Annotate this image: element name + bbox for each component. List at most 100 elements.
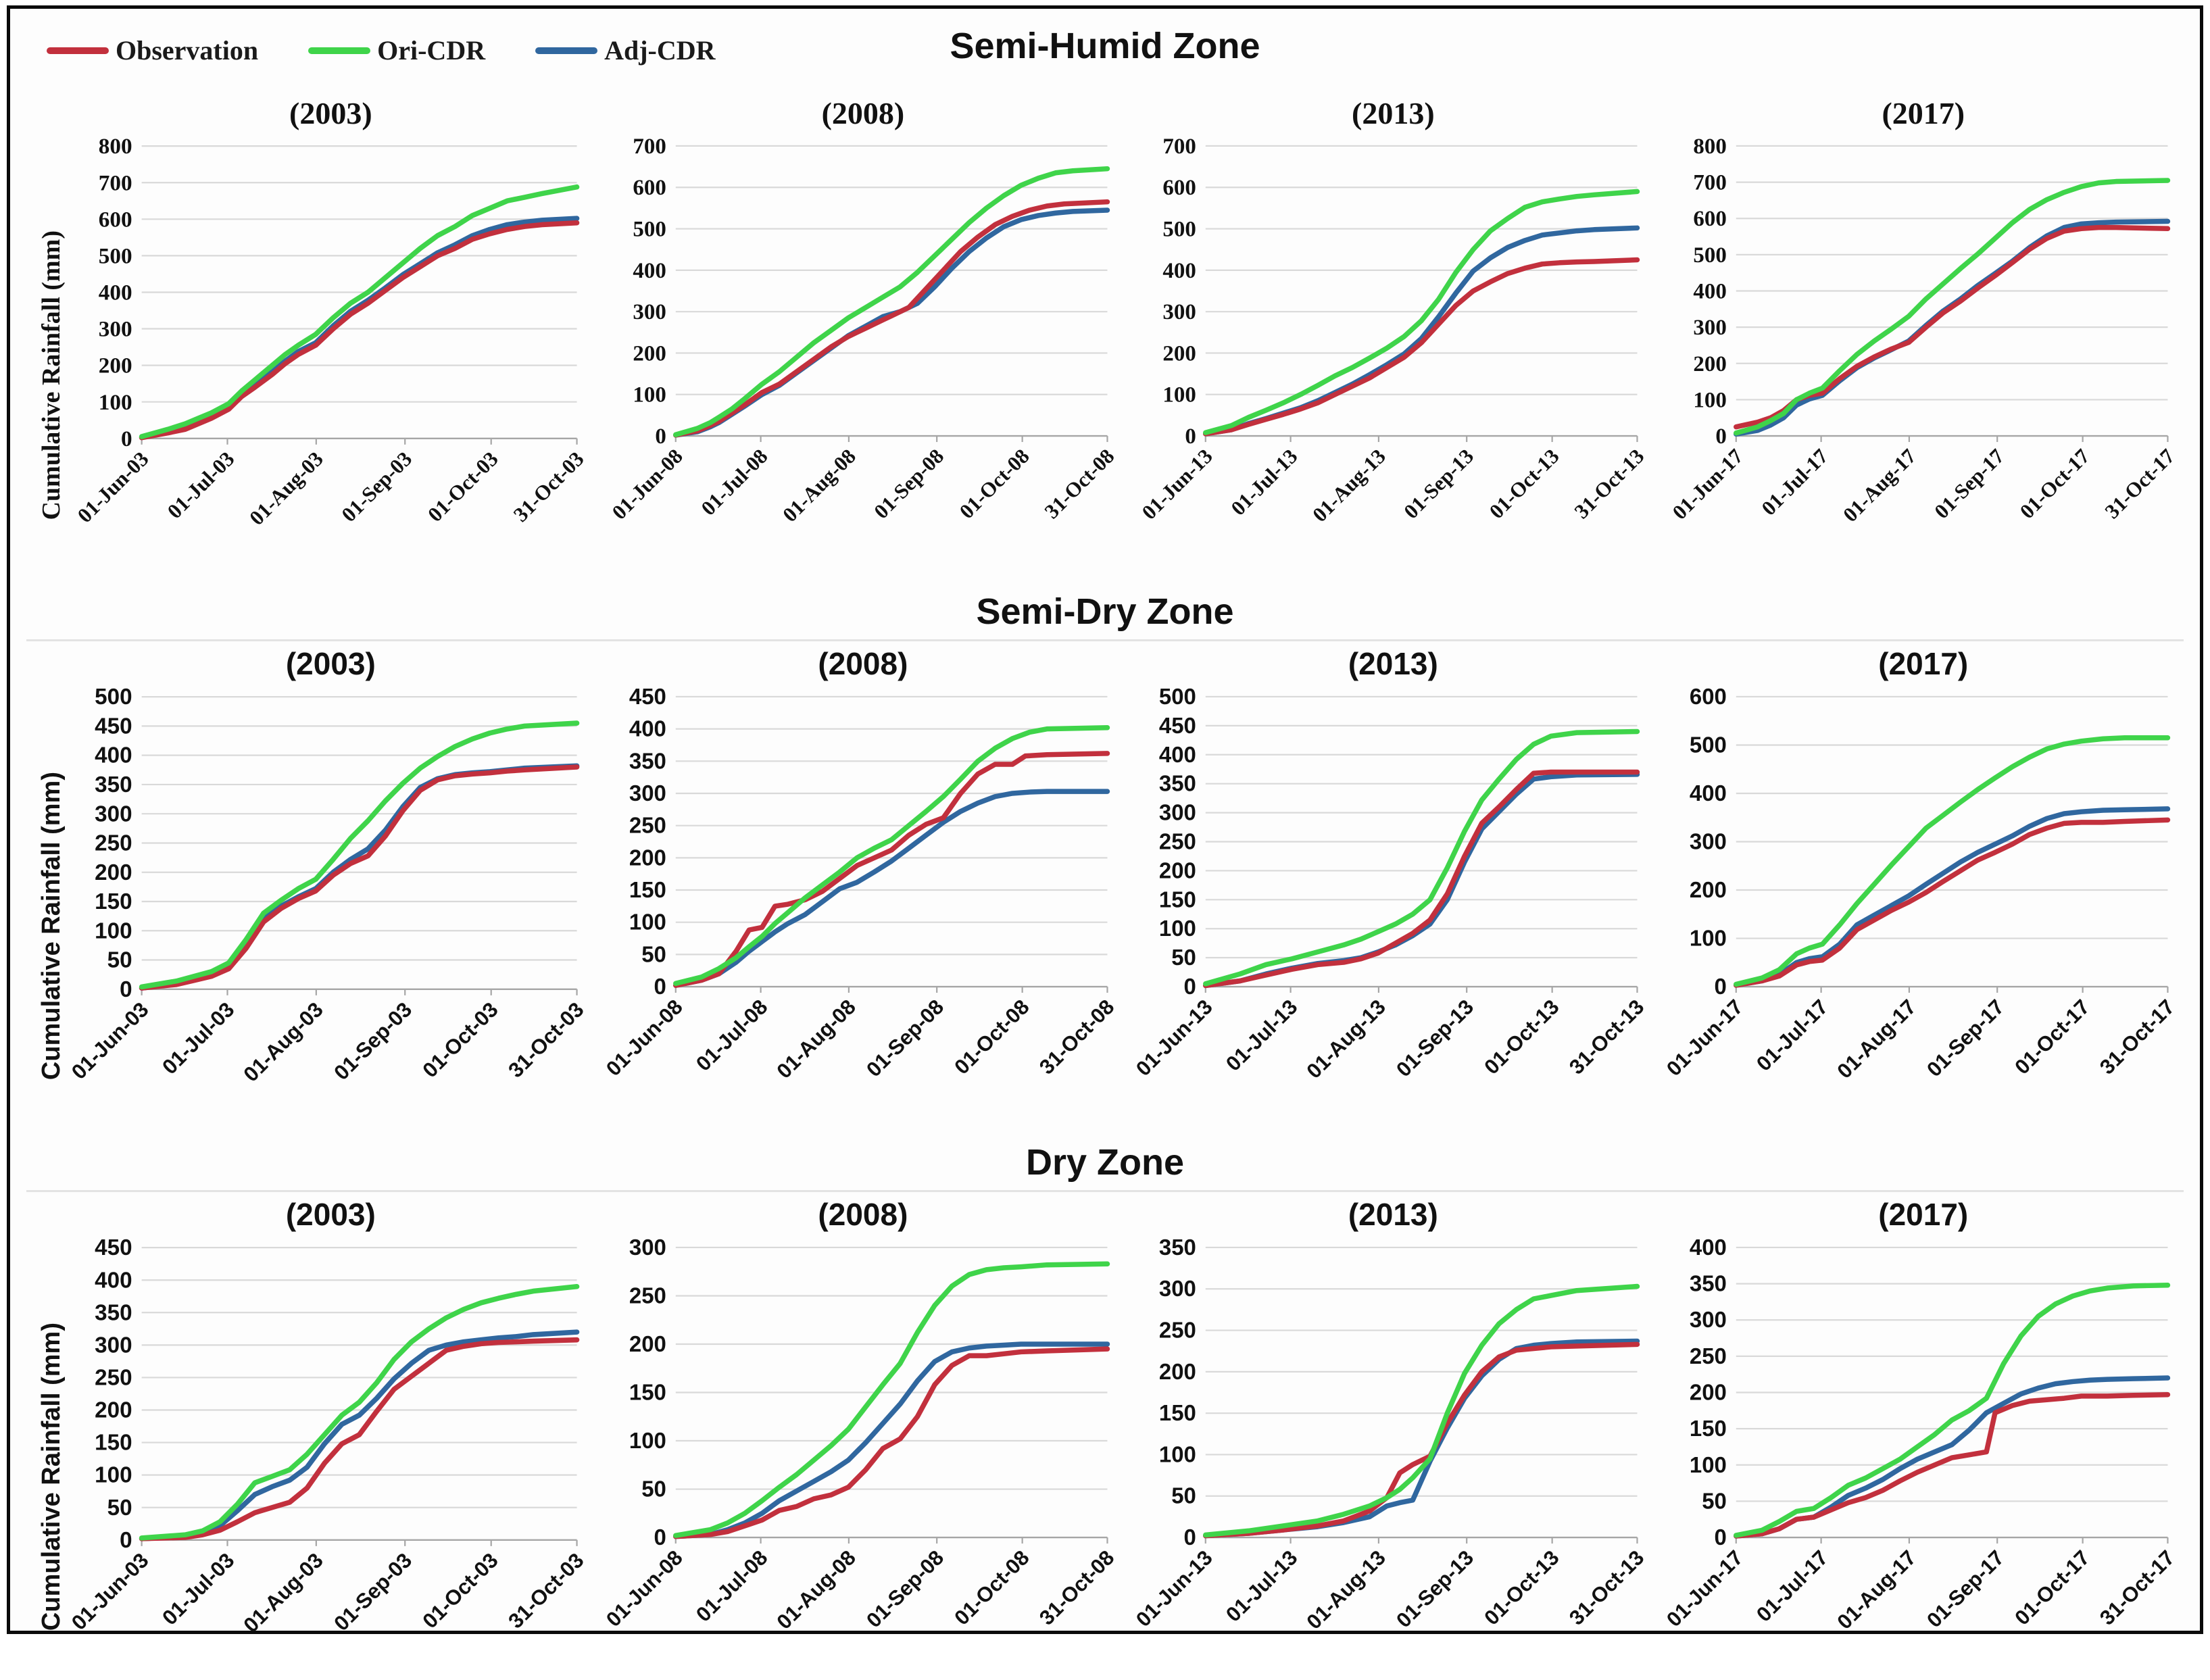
svg-text:01-Sep-17: 01-Sep-17 [1930, 444, 2009, 523]
svg-text:01-Jul-13: 01-Jul-13 [1226, 444, 1302, 520]
svg-text:100: 100 [1163, 383, 1196, 407]
chart-semi-dry-2008: (2008) 0 50 100 150 200 250 300 350 400 450 01-Jun… [607, 641, 1119, 1129]
zone-title-dry: Dry Zone [1025, 1142, 1185, 1183]
svg-text:0: 0 [1184, 1525, 1196, 1550]
svg-text:01-Oct-13: 01-Oct-13 [1479, 995, 1563, 1079]
chart-dry-2003: (2003) 0 50 100 150 200 250 300 350 400 450 01-Jun… [72, 1192, 589, 1680]
svg-text:01-Jul-08: 01-Jul-08 [691, 1546, 772, 1627]
svg-text:200: 200 [95, 1398, 132, 1423]
svg-text:150: 150 [1689, 1416, 1726, 1441]
svg-text:200: 200 [1689, 877, 1726, 902]
svg-text:150: 150 [1159, 887, 1196, 912]
svg-text:350: 350 [95, 772, 132, 797]
line-chart: 0 50 100 150 200 250 300 01-Jun-08 01-Jul-08 01-A… [607, 1235, 1119, 1634]
svg-text:100: 100 [1693, 388, 1726, 412]
svg-text:400: 400 [1159, 742, 1196, 767]
svg-text:0: 0 [1184, 974, 1196, 999]
svg-text:01-Jun-17: 01-Jun-17 [1667, 995, 1748, 1081]
figure-frame: Observation Ori-CDR Adj-CDR Semi-Humid Z… [7, 5, 2203, 1637]
chart-cell: Cumulative Rainfall (mm) (2003) 0 50 100 15… [30, 1192, 589, 1680]
svg-text:400: 400 [633, 259, 666, 283]
svg-text:800: 800 [1693, 134, 1726, 159]
svg-text:01-Jun-03: 01-Jun-03 [72, 997, 153, 1084]
chart-title: (2013) [1352, 96, 1435, 130]
svg-text:100: 100 [1159, 1442, 1196, 1467]
svg-text:500: 500 [1693, 243, 1726, 268]
svg-text:01-Aug-17: 01-Aug-17 [1832, 995, 1920, 1083]
chart-title: (2008) [818, 1197, 908, 1233]
svg-text:01-Jun-13: 01-Jun-13 [1137, 995, 1217, 1081]
svg-text:01-Aug-13: 01-Aug-13 [1308, 444, 1390, 526]
chart-semi-dry-2003: (2003) 0 50 100 150 200 250 300 350 400 450 500 01-… [72, 641, 589, 1129]
svg-text:200: 200 [629, 845, 666, 870]
svg-text:01-Sep-17: 01-Sep-17 [1922, 995, 2009, 1081]
chart-semi-humid-2003: (2003) 0 100 200 300 400 500 600 700 800 01-Jun-0… [72, 91, 589, 578]
svg-text:300: 300 [99, 317, 132, 342]
legend-label: Adj-CDR [604, 35, 716, 66]
svg-text:200: 200 [1163, 341, 1196, 366]
legend-label: Ori-CDR [377, 35, 486, 66]
line-chart: 0 100 200 300 400 500 600 700 01-Jun-13 01-Jul-13… [1137, 134, 1649, 526]
svg-text:600: 600 [99, 207, 132, 232]
svg-text:300: 300 [95, 1333, 132, 1358]
svg-text:01-Oct-17: 01-Oct-17 [2010, 1546, 2094, 1629]
svg-text:31-Oct-17: 31-Oct-17 [2095, 995, 2179, 1079]
chart-cell: (2017) 0 50 100 150 200 250 300 350 400 01-Jun-17… [1667, 1192, 2180, 1680]
observation-line-swatch [47, 47, 109, 54]
svg-text:01-Oct-17: 01-Oct-17 [2010, 995, 2094, 1079]
line-chart: 0 100 200 300 400 500 600 700 800 01-Jun-17 01-Jul… [1667, 134, 2179, 526]
svg-text:31-Oct-13: 31-Oct-13 [1565, 1546, 1648, 1629]
svg-text:50: 50 [1171, 945, 1196, 970]
svg-text:500: 500 [1163, 218, 1196, 242]
semi-dry-charts-row: Cumulative Rainfall (mm) (2003) 0 50 100 15… [26, 641, 2184, 1129]
svg-text:01-Oct-13: 01-Oct-13 [1479, 1546, 1563, 1629]
svg-text:01-Aug-03: 01-Aug-03 [239, 997, 328, 1086]
svg-text:300: 300 [1163, 300, 1196, 324]
svg-text:31-Oct-17: 31-Oct-17 [2095, 1546, 2179, 1629]
semi-humid-charts-row: Cumulative Rainfall (mm) (2003) 0 100 200 3… [26, 91, 2184, 578]
y-axis-label: Cumulative Rainfall (mm) [37, 230, 66, 520]
chart-cell: (2008) 0 100 200 300 400 500 600 700 01-Jun-08 01… [607, 91, 1119, 578]
svg-text:700: 700 [99, 170, 132, 195]
svg-text:01-Jun-17: 01-Jun-17 [1667, 1546, 1748, 1631]
chart-cell: (2017) 0 100 200 300 400 500 600 700 800 01-Jun-1… [1667, 91, 2180, 578]
svg-text:01-Aug-03: 01-Aug-03 [239, 1548, 328, 1637]
y-axis-label-wrap: Cumulative Rainfall (mm) [30, 91, 72, 578]
svg-text:300: 300 [95, 801, 132, 826]
svg-text:500: 500 [1689, 732, 1726, 757]
svg-text:01-Jun-13: 01-Jun-13 [1137, 1546, 1217, 1631]
svg-text:0: 0 [654, 1525, 666, 1550]
svg-text:31-Oct-08: 31-Oct-08 [1039, 444, 1119, 523]
dry-charts-row: Cumulative Rainfall (mm) (2003) 0 50 100 15… [26, 1192, 2184, 1680]
svg-text:01-Aug-13: 01-Aug-13 [1302, 1546, 1390, 1633]
y-axis-label-wrap: Cumulative Rainfall (mm) [30, 1192, 72, 1680]
svg-text:250: 250 [1159, 829, 1196, 854]
chart-semi-humid-2017: (2017) 0 100 200 300 400 500 600 700 800 01-Jun-1… [1667, 91, 2180, 578]
chart-dry-2013: (2013) 0 50 100 150 200 250 300 350 01-Jun-13 01-… [1137, 1192, 1649, 1680]
svg-text:01-Jul-03: 01-Jul-03 [157, 1548, 239, 1629]
svg-text:400: 400 [95, 743, 132, 768]
line-chart: 0 100 200 300 400 500 600 700 800 01-Jun-03 01-Jul… [73, 134, 589, 530]
svg-text:01-Jul-17: 01-Jul-17 [1752, 995, 1833, 1076]
legend-item-observation: Observation [47, 34, 258, 66]
svg-text:50: 50 [107, 1496, 132, 1521]
svg-text:01-Jun-08: 01-Jun-08 [607, 444, 687, 524]
svg-text:01-Aug-13: 01-Aug-13 [1302, 995, 1390, 1083]
svg-text:350: 350 [1159, 1235, 1196, 1260]
svg-text:350: 350 [1159, 771, 1196, 796]
svg-text:31-Oct-03: 31-Oct-03 [504, 1548, 588, 1633]
zone-title-semi-humid: Semi-Humid Zone [950, 26, 1260, 66]
svg-text:350: 350 [95, 1300, 132, 1325]
svg-text:600: 600 [1689, 684, 1726, 709]
svg-text:800: 800 [99, 134, 132, 159]
svg-text:100: 100 [629, 1428, 666, 1453]
svg-text:01-Oct-08: 01-Oct-08 [950, 1546, 1033, 1629]
svg-text:01-Oct-03: 01-Oct-03 [418, 997, 502, 1082]
y-axis-label-wrap: Cumulative Rainfall (mm) [30, 641, 72, 1129]
svg-text:400: 400 [1689, 1235, 1726, 1260]
svg-text:01-Jun-17: 01-Jun-17 [1667, 444, 1747, 524]
zone-title-band: Semi-Dry Zone [26, 581, 2184, 642]
svg-text:200: 200 [1689, 1380, 1726, 1405]
